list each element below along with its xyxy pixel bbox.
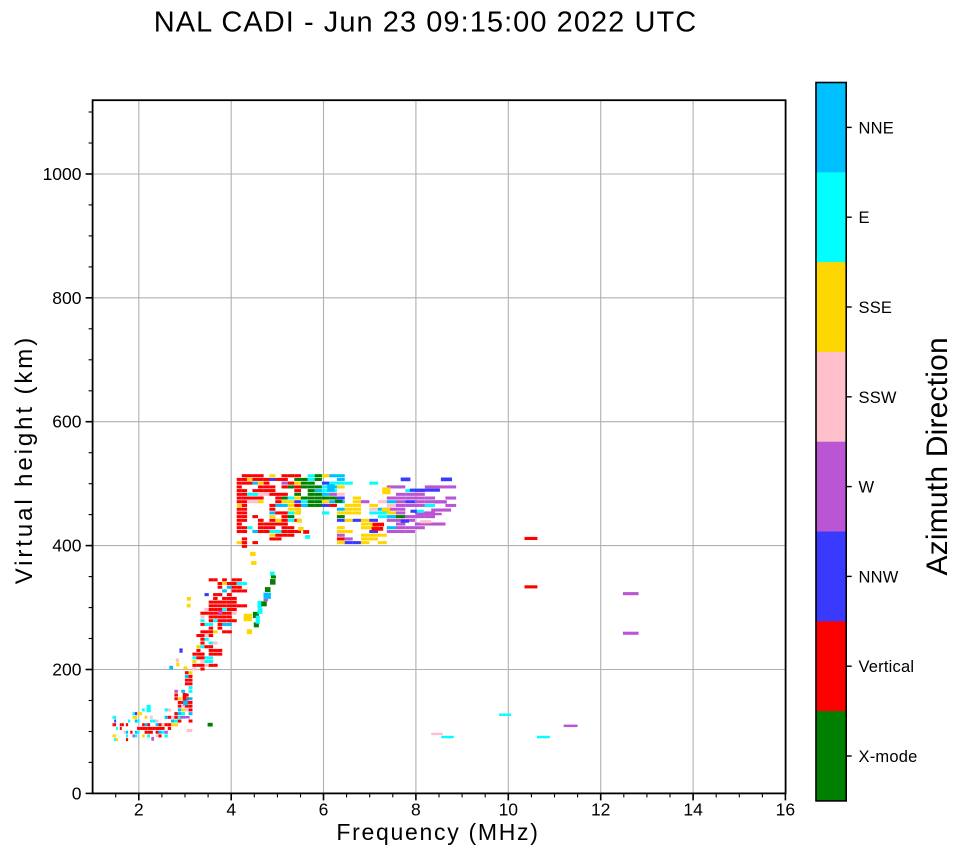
svg-text:Vertical: Vertical [859, 658, 915, 676]
svg-text:800: 800 [52, 288, 81, 308]
svg-text:0: 0 [72, 783, 82, 803]
svg-text:W: W [859, 479, 875, 497]
svg-text:Virtual height (km): Virtual height (km) [11, 335, 38, 584]
svg-text:Frequency (MHz): Frequency (MHz) [336, 819, 539, 845]
svg-text:8: 8 [411, 799, 421, 819]
svg-text:10: 10 [499, 799, 519, 819]
svg-text:4: 4 [226, 799, 236, 819]
svg-text:NAL CADI - Jun 23 09:15:00 202: NAL CADI - Jun 23 09:15:00 2022 UTC [154, 6, 697, 38]
svg-text:400: 400 [52, 536, 81, 556]
svg-text:X-mode: X-mode [859, 748, 918, 766]
svg-text:200: 200 [52, 660, 81, 680]
svg-text:SSW: SSW [859, 389, 897, 407]
svg-text:600: 600 [52, 412, 81, 432]
svg-text:12: 12 [591, 799, 610, 819]
svg-text:NNE: NNE [859, 119, 894, 137]
svg-text:14: 14 [683, 799, 703, 819]
svg-text:6: 6 [319, 799, 329, 819]
svg-text:NNW: NNW [859, 568, 899, 586]
svg-text:SSE: SSE [859, 299, 893, 317]
svg-text:E: E [859, 209, 870, 227]
svg-text:2: 2 [134, 799, 144, 819]
svg-text:Azimuth Direction: Azimuth Direction [921, 337, 954, 575]
svg-text:1000: 1000 [43, 164, 82, 184]
svg-text:16: 16 [776, 799, 795, 819]
